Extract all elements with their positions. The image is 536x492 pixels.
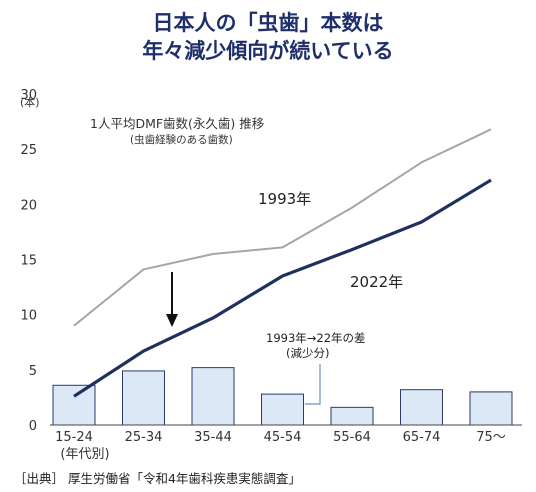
y-tick-label: 10 — [20, 309, 37, 324]
diff-bar — [191, 367, 235, 426]
x-tick-label: 15-24 — [55, 430, 93, 445]
y-tick-label: 20 — [20, 198, 37, 213]
y-tick-label: 30 — [20, 88, 37, 103]
decrease-arrow-icon — [166, 272, 178, 327]
bar-group — [52, 367, 513, 426]
x-tick-label: 45-54 — [264, 430, 302, 445]
diff-bar — [261, 393, 304, 426]
annotation-subtitle: (虫歯経験のある歯数) — [130, 133, 233, 146]
y-tick-label: 15 — [20, 254, 37, 269]
diff-label-line2: (減少分) — [286, 346, 329, 360]
diff-bar — [122, 370, 165, 426]
chart-title-line1: 日本人の「虫歯」本数は — [153, 11, 384, 35]
series-label-1993: 1993年 — [258, 190, 311, 208]
annotation-title: 1人平均DMF歯数(永久歯) 推移 — [90, 116, 264, 131]
source-note: ［出典］ 厚生労働省「令和4年歯科疾患実態調査」 — [14, 471, 301, 486]
y-axis-ticks: 0 5 10 15 20 25 30 — [20, 88, 37, 434]
diff-bar — [469, 391, 513, 426]
x-axis-ticks: 15-24 25-34 35-44 45-54 55-64 65-74 75～ — [55, 430, 506, 445]
line-group — [73, 128, 492, 398]
series-line-1993 — [73, 128, 492, 327]
diff-bar — [52, 384, 96, 426]
diff-label-line1: 1993年→22年の差 — [266, 331, 366, 345]
series-label-2022: 2022年 — [350, 273, 403, 291]
diff-bar — [400, 389, 443, 426]
x-tick-label: 75～ — [476, 430, 506, 445]
y-tick-label: 0 — [29, 419, 37, 434]
x-tick-label: 55-64 — [333, 430, 371, 445]
y-tick-label: 25 — [20, 143, 37, 158]
diff-bar — [330, 406, 374, 426]
x-axis-note: (年代別) — [60, 447, 109, 462]
y-axis-unit: (本) — [20, 95, 40, 109]
chart-title-line2: 年々減少傾向が続いている — [142, 39, 393, 63]
series-line-2022 — [73, 178, 492, 398]
x-tick-label: 35-44 — [194, 430, 232, 445]
diff-callout-line — [305, 364, 321, 405]
x-tick-label: 65-74 — [403, 430, 441, 445]
y-tick-label: 5 — [29, 364, 37, 379]
x-tick-label: 25-34 — [125, 430, 163, 445]
